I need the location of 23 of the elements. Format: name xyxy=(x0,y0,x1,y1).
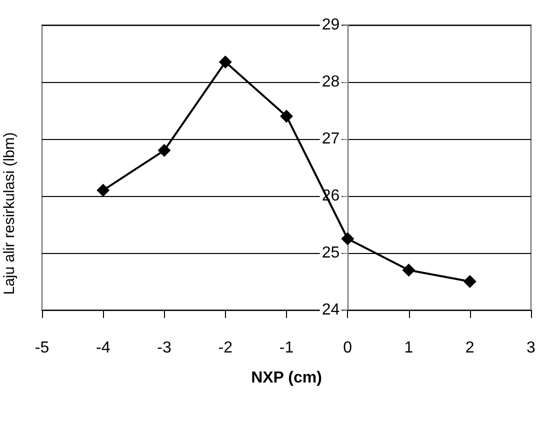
x-tick-label: 2 xyxy=(465,340,474,356)
x-tick-label: 3 xyxy=(526,340,536,356)
x-tick-label: -3 xyxy=(157,340,172,356)
x-tick-label: -2 xyxy=(218,340,233,356)
point xyxy=(96,184,110,197)
point xyxy=(341,232,354,246)
point xyxy=(463,275,476,288)
point xyxy=(218,56,232,69)
y-tick-label: 29 xyxy=(322,16,340,34)
y-tick-label: 24 xyxy=(322,302,340,318)
y-tick-label: 25 xyxy=(322,244,340,262)
x-tick-label: -1 xyxy=(279,340,294,356)
point xyxy=(402,264,416,277)
y-axis-title: Laju alir resirkulasi (lbm) xyxy=(1,132,18,295)
x-tick-label: -5 xyxy=(34,340,50,356)
x-axis-title: NXP (cm) xyxy=(251,370,322,386)
point xyxy=(158,144,171,157)
y-tick-label: 28 xyxy=(322,74,340,90)
x-tick-label: 1 xyxy=(404,340,414,356)
y-tick-label: 27 xyxy=(322,130,340,148)
x-tick-label: -4 xyxy=(96,340,110,356)
x-tick-label: 0 xyxy=(343,340,352,356)
point xyxy=(280,110,293,123)
